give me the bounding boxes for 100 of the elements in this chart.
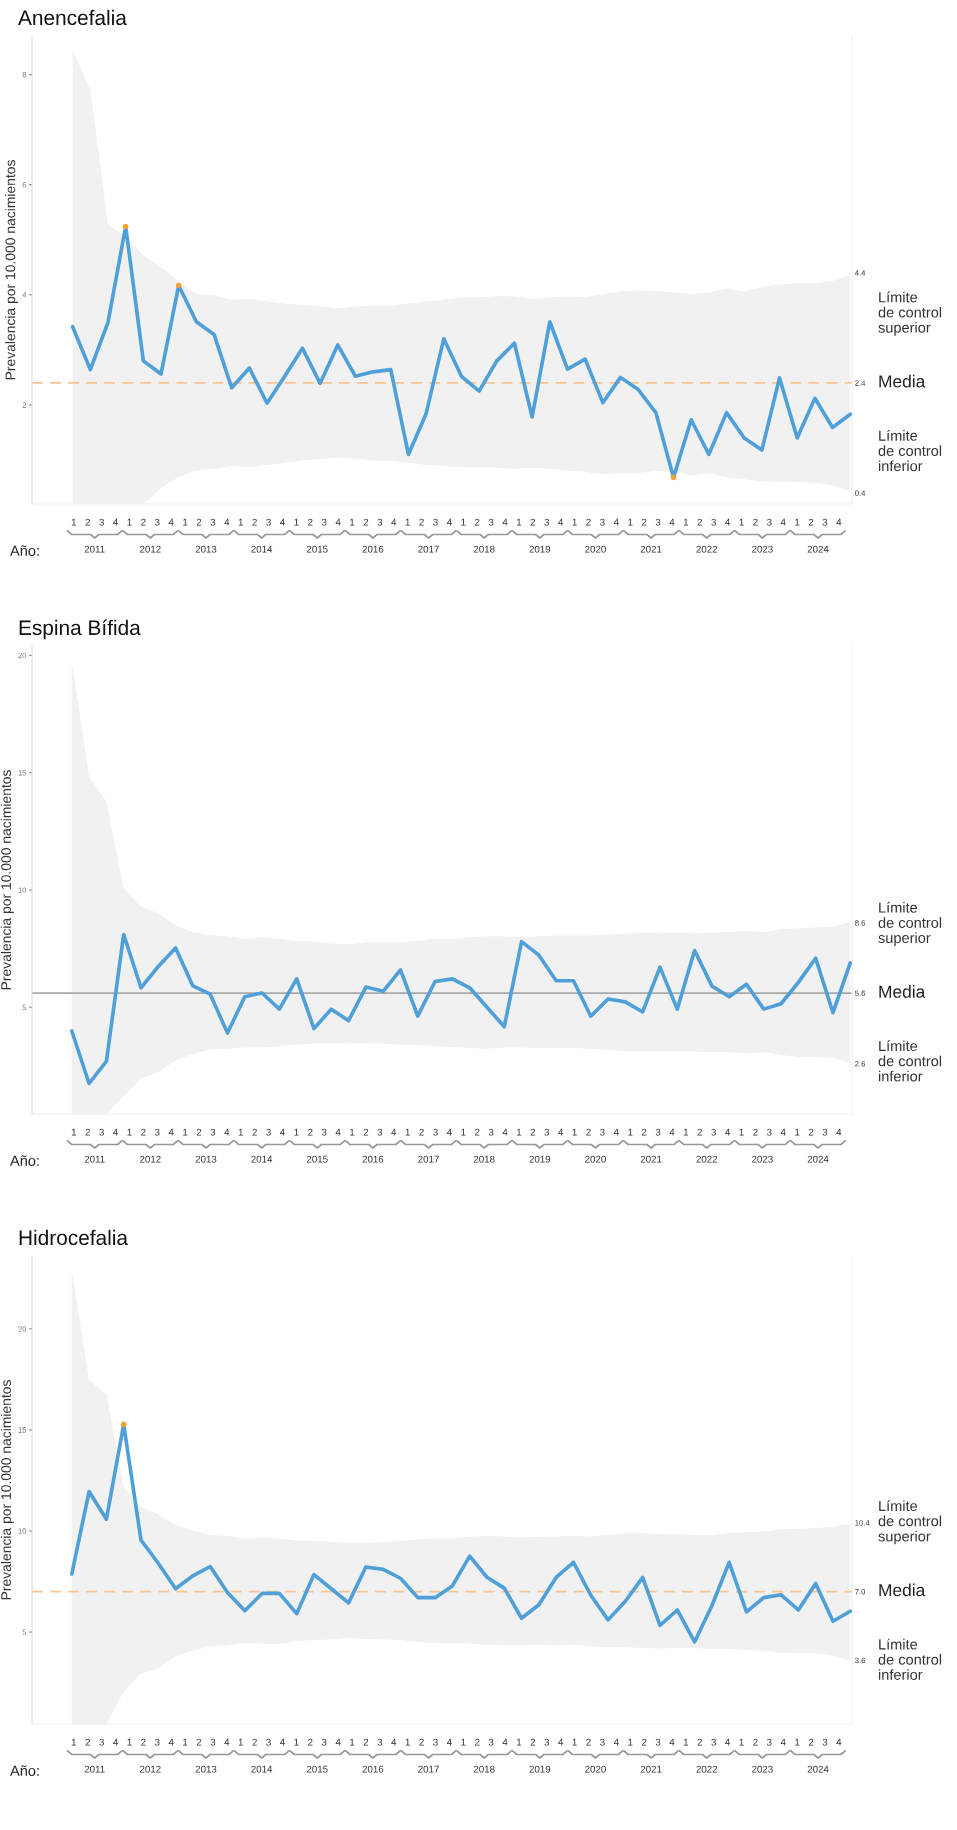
text: 4 [780,1738,786,1746]
text: 2 [475,1128,480,1136]
text: 3 [433,518,438,526]
point [122,223,129,230]
text: 4 [168,518,174,526]
text: 4 [780,1128,786,1136]
text: 2 [363,518,369,526]
text: 3 [321,1128,327,1136]
text: 4 [391,1738,397,1746]
text: 4 [279,518,285,526]
text: 1 [628,1128,633,1136]
text: 2011 [84,545,105,553]
text: 4 [502,518,508,526]
text: 3 [822,518,828,526]
text: 2018 [473,545,495,553]
chart-title: Hidrocefalia [19,1229,128,1246]
text: 2015 [306,1765,328,1773]
text: 1 [127,518,132,526]
text: 2017 [418,1765,439,1773]
text: 2015 [306,545,328,553]
line-series [69,932,852,1086]
text: 2 [586,1738,591,1746]
text: 2019 [529,1155,551,1163]
text: 4 [168,1738,174,1746]
text: 2 [308,1128,313,1136]
text: 1 [183,1128,188,1136]
text: 4 [725,518,731,526]
text: 3 [210,1128,216,1136]
text: 3 [711,1738,716,1746]
ref-line-label: Media [879,374,926,388]
text: 3 [600,518,605,526]
text: 2 [141,518,146,526]
text: 4 [725,1128,731,1136]
text: 1 [71,1738,77,1746]
text: 1 [350,1128,355,1136]
text: 4 [391,1128,397,1136]
text: 4 [279,1128,285,1136]
text: 2 [308,1738,313,1746]
text: 3 [266,1128,271,1136]
text: 1 [350,518,355,526]
text: 1 [795,518,800,526]
text: 4 [613,1738,619,1746]
text: 2 [753,1738,758,1746]
text: 4 [669,518,675,526]
ref-line-label: Media [879,985,926,998]
ref-line-label: Media [879,1583,926,1597]
text: 3 [544,1128,550,1136]
text: 1 [516,518,522,526]
text: 2011 [84,1765,105,1773]
text: 2 [419,1738,424,1746]
text: Año: [10,1155,39,1166]
text: 2014 [251,1155,273,1163]
text: 1 [795,1128,800,1136]
text: 2 [475,1738,480,1746]
text: 3 [154,1738,160,1746]
text: 3 [266,518,271,526]
text: 1 [461,1128,466,1136]
text: 2014 [251,1765,273,1773]
text: 2012 [140,545,161,553]
text: 2013 [195,1155,217,1163]
text: 1 [71,518,77,526]
chart-title: Anencefalia [18,9,127,26]
text: 1 [628,1738,633,1746]
text: 2019 [529,545,551,553]
text: 2 [85,1128,90,1136]
text: 2 [196,1128,202,1136]
text: 2017 [418,545,439,553]
text: 1 [238,1128,243,1136]
text: 1 [294,518,299,526]
text: 3 [767,1738,772,1746]
text: 2 [141,1128,146,1136]
text: 3 [154,1128,160,1136]
text: 1 [516,1738,522,1746]
text: 3 [822,1738,828,1746]
text: 3 [99,1738,104,1746]
text: 4 [335,518,341,526]
point [175,282,182,289]
text: 1 [516,1128,522,1136]
text: 3 [433,1738,438,1746]
text: 2 [252,1128,257,1136]
text: 1 [127,1128,132,1136]
text: 2016 [362,545,384,553]
text: 3 [655,1738,661,1746]
text: 2 [697,518,702,526]
text: 2023 [752,1155,773,1163]
text: 2 [252,1738,257,1746]
text: 4 [558,1128,564,1136]
text: 2 [363,1738,369,1746]
text: 2020 [585,1765,606,1773]
text: 2 [252,518,257,526]
text: 4 [558,518,564,526]
text: 3 [711,518,716,526]
y-axis-title: Prevalencia por 10.000 nacimientos [5,160,19,380]
text: 4 [113,1128,118,1136]
text: 1 [461,518,466,526]
text: 2 [475,518,480,526]
text: Límite de control superior [878,1500,942,1545]
text: 1 [572,518,577,526]
text: 2 [808,1128,814,1136]
text: 2020 [585,1155,606,1163]
